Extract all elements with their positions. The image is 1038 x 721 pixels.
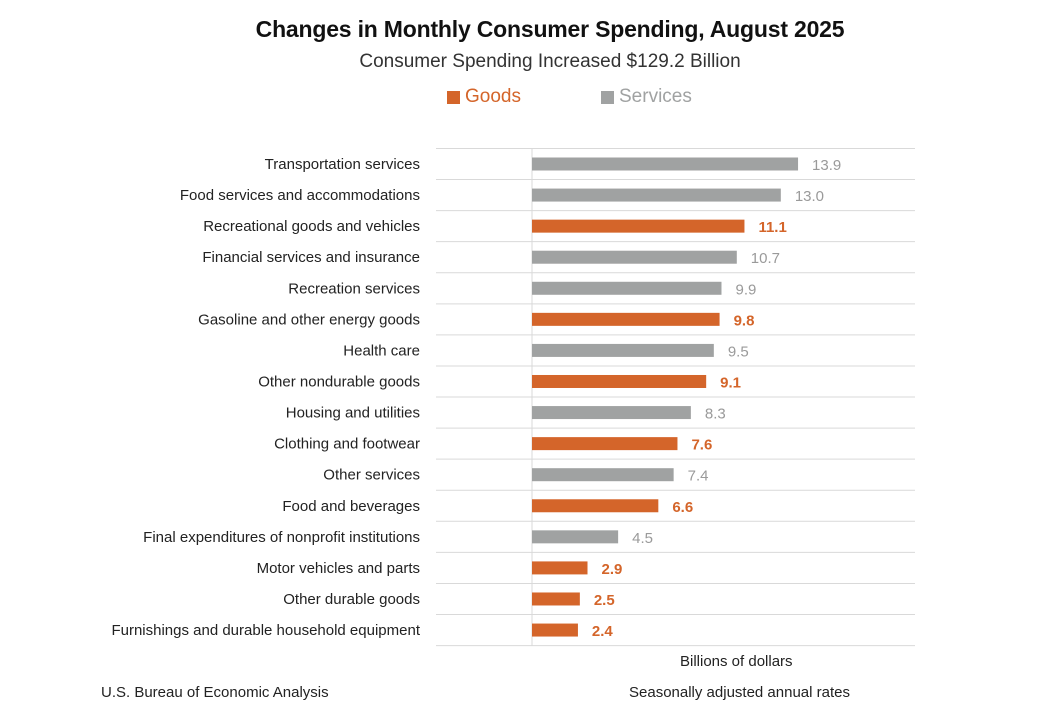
category-label: Recreation services xyxy=(288,280,420,297)
legend-item-services: Services xyxy=(601,86,692,108)
x-axis-title: Billions of dollars xyxy=(680,653,793,670)
category-label: Transportation services xyxy=(265,156,420,173)
category-label: Motor vehicles and parts xyxy=(257,560,420,577)
bar-other-nondurable-goods xyxy=(532,374,707,388)
bar-food-and-beverages xyxy=(532,499,659,513)
bar-furnishings-and-durable-household-equipment xyxy=(532,623,578,637)
rate-note: Seasonally adjusted annual rates xyxy=(629,684,850,701)
category-label: Clothing and footwear xyxy=(274,436,420,453)
category-label: Recreational goods and vehicles xyxy=(203,218,420,235)
category-label: Food and beverages xyxy=(282,498,420,515)
value-label: 9.5 xyxy=(728,343,749,360)
legend-label-services: Services xyxy=(619,86,692,107)
legend-label-goods: Goods xyxy=(465,86,521,107)
value-label: 11.1 xyxy=(758,219,786,236)
bar-gasoline-and-other-energy-goods xyxy=(532,312,720,326)
category-label: Gasoline and other energy goods xyxy=(198,311,420,328)
gridlines xyxy=(436,147,915,647)
value-labels: 13.9 13.0 11.1 10.7 9.9 9.8 9.5 9.1 8.3 7.6 7.4 6.6… xyxy=(592,157,841,640)
value-label: 9.9 xyxy=(735,281,756,298)
chart-subtitle: Consumer Spending Increased $129.2 Billi… xyxy=(359,51,741,72)
bars xyxy=(532,157,799,637)
value-label: 2.9 xyxy=(602,561,623,578)
category-label: Other nondurable goods xyxy=(258,373,420,390)
category-label: Food services and accommodations xyxy=(180,187,420,204)
value-label: 2.5 xyxy=(594,592,615,609)
value-label: 9.8 xyxy=(734,312,755,329)
value-label: 6.6 xyxy=(672,499,693,516)
category-label: Other durable goods xyxy=(283,591,420,608)
bar-transportation-services xyxy=(532,157,799,171)
bar-food-services-and-accommodations xyxy=(532,188,781,202)
legend-swatch-services xyxy=(601,90,614,104)
category-label: Health care xyxy=(343,342,420,359)
category-label: Financial services and insurance xyxy=(202,249,420,266)
category-label: Furnishings and durable household equipm… xyxy=(111,622,420,639)
legend-item-goods: Goods xyxy=(447,86,521,108)
bar-other-services xyxy=(532,468,674,482)
category-label: Final expenditures of nonprofit institut… xyxy=(143,529,420,546)
value-label: 7.4 xyxy=(688,468,709,485)
bar-other-durable-goods xyxy=(532,592,580,606)
value-label: 13.9 xyxy=(812,157,841,174)
bar-housing-and-utilities xyxy=(532,406,691,420)
legend-swatch-goods xyxy=(447,90,460,104)
bar-recreation-services xyxy=(532,281,722,295)
bar-health-care xyxy=(532,343,714,357)
value-label: 13.0 xyxy=(795,188,824,205)
category-labels: Transportation services Food services and… xyxy=(111,156,420,639)
value-label: 2.4 xyxy=(592,623,614,640)
value-label: 10.7 xyxy=(751,250,780,267)
legend: Goods Services xyxy=(0,86,1038,112)
chart-title: Changes in Monthly Consumer Spending, Au… xyxy=(255,16,845,42)
value-label: 8.3 xyxy=(705,406,726,423)
bar-financial-services-and-insurance xyxy=(532,250,737,264)
value-label: 7.6 xyxy=(691,437,712,454)
category-label: Housing and utilities xyxy=(286,405,420,422)
category-label: Other services xyxy=(323,467,420,484)
bar-clothing-and-footwear xyxy=(532,437,678,451)
bar-motor-vehicles-and-parts xyxy=(532,561,588,575)
value-label: 4.5 xyxy=(632,530,653,547)
source-note: U.S. Bureau of Economic Analysis xyxy=(101,684,329,701)
bar-recreational-goods-and-vehicles xyxy=(532,219,745,233)
value-label: 9.1 xyxy=(720,374,741,391)
bar-final-expenditures-of-nonprofit-institutions xyxy=(532,530,619,544)
